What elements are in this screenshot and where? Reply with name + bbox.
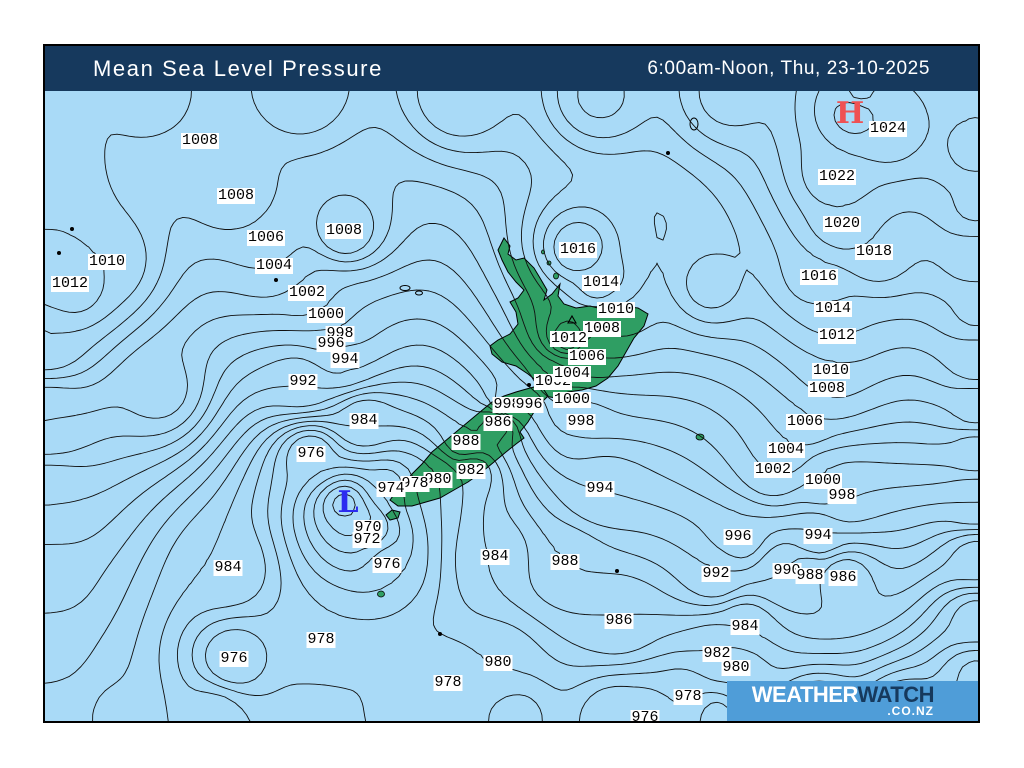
isobar-label: 1008 [807, 380, 847, 397]
header-bar: Mean Sea Level Pressure 6:00am-Noon, Thu… [45, 46, 978, 91]
low-pressure-marker: L [337, 485, 359, 520]
isobar-label: 972 [352, 531, 382, 548]
isobar-label: 1022 [817, 168, 857, 185]
isobar-labels-layer: 1008 1008 1008 1006 1004 1002 1000 1010 1012 998 9… [45, 91, 978, 721]
isobar-label: 1000 [306, 306, 346, 323]
isobar-label: 978 [433, 674, 463, 691]
isobar-label: 1008 [180, 132, 220, 149]
isobar-label: 1024 [868, 120, 908, 137]
isobar-label: 1004 [552, 365, 592, 382]
isobar-label: 1008 [216, 187, 256, 204]
isobar-label: 1008 [582, 320, 622, 337]
isobar-label: 1004 [254, 257, 294, 274]
isobar-label: 1014 [813, 300, 853, 317]
logo-domain-text: .CO.NZ [887, 704, 934, 718]
isobar-contours [45, 91, 978, 721]
outline-islet [399, 285, 411, 291]
isobar-label: 992 [701, 565, 731, 582]
isobar-label: 978 [673, 688, 703, 705]
green-islet [377, 590, 385, 598]
isobar-label: 980 [423, 471, 453, 488]
isobar-label: 1000 [552, 391, 592, 408]
outline-islet [415, 290, 423, 296]
isobar-label: 1006 [785, 413, 825, 430]
isobar-label: 994 [585, 480, 615, 497]
isobar-label: 1012 [549, 330, 589, 347]
isobar-label: 988 [795, 567, 825, 584]
isobar-label: 1014 [581, 274, 621, 291]
isobar-label: 1016 [799, 268, 839, 285]
isobar-label: 978 [306, 631, 336, 648]
isobar-label: 998 [492, 396, 522, 413]
isobar-label: 978 [400, 475, 430, 492]
isobar-label: 1006 [246, 229, 286, 246]
isobar-label: 990 [772, 562, 802, 579]
isobar-label: 1008 [324, 222, 364, 239]
isobar-label: 976 [372, 556, 402, 573]
islet-dot [57, 251, 61, 255]
page-title: Mean Sea Level Pressure [93, 55, 383, 81]
isobar-label: 974 [376, 480, 406, 497]
islet-dot [438, 632, 442, 636]
isobar-label: 1010 [596, 301, 636, 318]
isobar-label: 998 [827, 487, 857, 504]
isobar-label: 1002 [287, 284, 327, 301]
islet-dot [70, 227, 74, 231]
isobar-label: 984 [349, 412, 379, 429]
isobar-label: 976 [219, 650, 249, 667]
isobar-label: 996 [723, 528, 753, 545]
high-pressure-marker: H [835, 96, 865, 131]
map-frame: Mean Sea Level Pressure 6:00am-Noon, Thu… [43, 44, 980, 723]
isobar-label: 976 [296, 445, 326, 462]
islet-dot [615, 569, 619, 573]
isobar-label: 1010 [87, 253, 127, 270]
isobar-label: 984 [730, 618, 760, 635]
isobar-label: 1000 [803, 472, 843, 489]
outline-islet [689, 117, 699, 131]
isobar-label: 1018 [854, 243, 894, 260]
isobar-label: 1010 [811, 362, 851, 379]
isobar-label: 996 [514, 396, 544, 413]
isobar-label: 998 [566, 413, 596, 430]
isobar-label: 1016 [558, 241, 598, 258]
mountain-peak-icon [567, 314, 577, 324]
isobar-label: 984 [480, 548, 510, 565]
isobar-label: 986 [828, 569, 858, 586]
islet-dot [274, 278, 278, 282]
isobar-label: 1004 [766, 441, 806, 458]
islet-dot [666, 151, 670, 155]
isobar-label: 1020 [822, 215, 862, 232]
isobar-label: 994 [803, 527, 833, 544]
isobar-label: 980 [721, 659, 751, 676]
isobar-label: 986 [483, 414, 513, 431]
islet-dot [527, 383, 531, 387]
isobar-label: 1012 [817, 327, 857, 344]
weatherwatch-logo: WEATHERWATCH .CO.NZ [727, 681, 978, 721]
isobar-label: 982 [456, 462, 486, 479]
forecast-period: 6:00am-Noon, Thu, 23-10-2025 [647, 57, 930, 79]
green-islet [553, 272, 559, 280]
isobar-label: 988 [550, 553, 580, 570]
isobar-label: 994 [330, 351, 360, 368]
isobar-label: 992 [288, 373, 318, 390]
isobar-label: 984 [213, 559, 243, 576]
isobar-label: 986 [604, 612, 634, 629]
isobar-label: 982 [702, 645, 732, 662]
isobar-label: 1012 [50, 275, 90, 292]
isobar-label: 976 [630, 710, 660, 721]
pressure-map: 1008 1008 1008 1006 1004 1002 1000 1010 1012 998 9… [45, 91, 978, 721]
isobar-label: 980 [483, 654, 513, 671]
isobar-label: 996 [316, 335, 346, 352]
logo-wordmark: WEATHERWATCH [751, 682, 935, 707]
isobar-label: 1002 [753, 461, 793, 478]
isobar-label: 988 [451, 433, 481, 450]
logo-weather-text: WEATHER [751, 682, 858, 707]
green-islet [695, 433, 705, 441]
logo-watch-text: WATCH [857, 682, 934, 707]
isobar-label: 1006 [567, 348, 607, 365]
